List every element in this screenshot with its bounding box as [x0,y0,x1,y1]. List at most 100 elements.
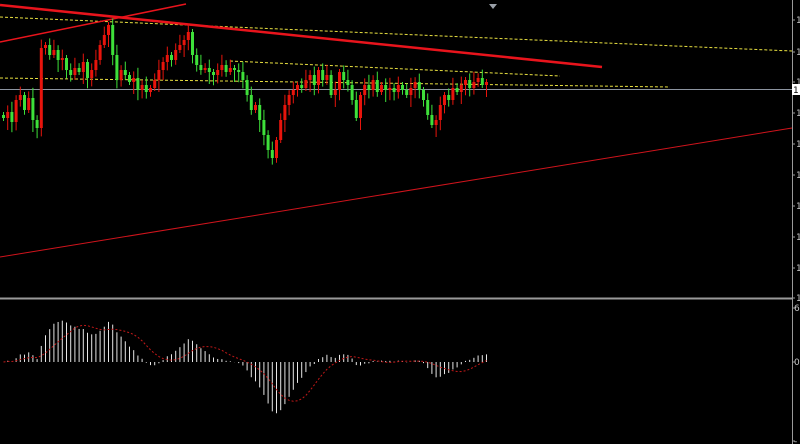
candle-body [262,120,266,135]
candle [312,66,316,96]
macd-histogram [7,320,487,414]
candle [44,42,47,55]
candle [308,70,312,92]
candle [207,59,211,84]
candle-body [443,95,446,105]
candle [14,95,18,131]
candle [27,91,31,113]
candle [396,76,400,99]
candle [438,96,442,131]
candle [476,73,480,87]
candle [321,63,325,87]
candle [48,38,52,60]
candle-body [388,88,392,90]
candle-body [258,105,262,120]
candle [178,34,182,53]
candle-body [300,85,304,88]
candle [371,75,375,97]
candle [23,92,26,115]
candle-body [228,68,232,72]
candle-body [266,135,270,150]
candle-body [56,50,60,60]
candle [279,113,283,143]
candle-body [115,55,119,80]
resistance-level-upper[interactable] [0,16,793,52]
candle [296,82,299,97]
candle [480,69,484,88]
chart-shift-marker-icon[interactable] [489,4,497,9]
candle [430,104,434,128]
candle [451,77,455,105]
candle [447,88,451,107]
candle-body [44,45,47,48]
resistance-level-mid[interactable] [229,60,561,77]
candle-body [270,150,274,158]
candle-body [31,98,35,120]
candle-body [237,70,241,72]
price-pane[interactable] [0,3,793,258]
candle [186,23,190,51]
candle [165,46,169,71]
candles [2,18,488,165]
candle-body [132,78,136,82]
candle [136,67,140,101]
candle-body [283,105,287,120]
candle [472,71,476,95]
candle-body [170,55,173,60]
candle-body [128,75,131,82]
candle-body [157,70,161,80]
candle-body [69,70,73,75]
candle-body [174,50,178,60]
candle-body [346,80,350,85]
candle-body [459,85,463,92]
candle-body [241,72,245,80]
candle [132,71,136,94]
candle [111,18,115,66]
candle-body [371,80,375,90]
candle [102,26,106,48]
candle [119,65,123,87]
candle-body [220,65,224,70]
descending-trendline[interactable] [0,3,603,69]
candle-body [144,85,148,92]
candle-body [417,82,421,90]
ascending-trendline-upper[interactable] [0,3,187,43]
candle [434,115,438,137]
candle [380,82,383,95]
candle-body [186,32,190,40]
candle [94,49,98,77]
candle-body [212,72,215,75]
candle-body [438,105,442,120]
candle-body [107,25,110,35]
current-price-label: 1 [793,86,799,96]
current-price-box [792,84,800,95]
candle-body [451,88,455,100]
candle-body [81,62,85,72]
price-tick-label: 1 [796,294,800,304]
candle [182,35,186,57]
candle [401,82,404,95]
candle-body [14,100,18,122]
candle-body [291,90,295,95]
candle [426,93,430,120]
candle-body [254,105,257,110]
candle [304,69,308,91]
candle [69,63,73,82]
price-tick-label: 1 [796,48,800,58]
candle-body [90,70,94,78]
price-tick-label: 1 [796,202,800,212]
candle [392,83,396,101]
candle-body [392,88,396,92]
candle-body [39,48,43,128]
candle-body [367,85,371,90]
ascending-trendline-lower[interactable] [0,127,793,258]
candle [98,40,102,65]
candle-body [149,88,152,92]
candle-body [287,95,291,105]
candle-body [329,75,333,95]
candle [203,63,207,73]
candle [157,59,161,92]
candle-body [77,68,81,72]
